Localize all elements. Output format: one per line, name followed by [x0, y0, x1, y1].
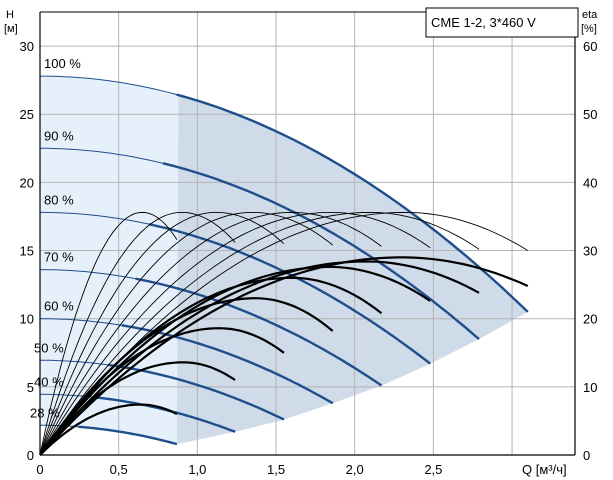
y-left-tick-label: 25 [20, 107, 34, 122]
speed-label: 100 % [44, 56, 81, 71]
eta-curve [39, 297, 334, 456]
x-tick-label: 2,0 [346, 462, 364, 477]
eta-curve [39, 403, 178, 456]
eta-thin-curve [39, 211, 480, 456]
eta-curve [39, 361, 236, 456]
y-left-tick-label: 30 [20, 39, 34, 54]
speed-label: 40 % [34, 374, 64, 389]
head-curve-100 [176, 93, 529, 313]
y-right-tick-label: 10 [583, 380, 597, 395]
y-left-label-line2: [м] [4, 23, 18, 35]
eta-curve [39, 327, 285, 456]
x-tick-label: 0 [36, 462, 43, 477]
y-left-tick-label: 0 [27, 448, 34, 463]
speed-label: 60 % [44, 299, 74, 314]
y-right-tick-label: 40 [583, 175, 597, 190]
y-right-tick-label: 60 [583, 39, 597, 54]
y-left-tick-label: 10 [20, 312, 34, 327]
grid [40, 12, 575, 455]
chart-title: CME 1-2, 3*460 V [431, 15, 536, 30]
head-curve-80 [149, 223, 431, 365]
x-tick-label: 1,0 [188, 462, 206, 477]
speed-label: 50 % [34, 340, 64, 355]
x-tick-label: 2,5 [424, 462, 442, 477]
y-left-tick-label: 5 [27, 380, 34, 395]
curves [39, 75, 529, 456]
eta-thin-curve [39, 211, 285, 456]
eta-curve [39, 260, 480, 456]
eta-thin-curve [39, 211, 178, 456]
y-right-label-line1: eta [582, 9, 598, 21]
eta-thin-curve [39, 211, 431, 456]
speed-label: 80 % [44, 192, 74, 207]
head-curve-50 [108, 363, 285, 421]
y-right-tick-label: 20 [583, 312, 597, 327]
x-tick-label: 0,5 [110, 462, 128, 477]
y-left-tick-label: 15 [20, 244, 34, 259]
y-right-tick-label: 30 [583, 244, 597, 259]
y-left-tick-label: 20 [20, 175, 34, 190]
head-curve-70 [135, 277, 383, 387]
operating-region [40, 76, 528, 445]
head-curve-28 [78, 425, 178, 446]
eta-thin-curve [39, 211, 333, 456]
x-axis-label: Q [м³/ч] [522, 462, 567, 477]
y-right-tick-label: 50 [583, 107, 597, 122]
x-tick-label: 1,5 [267, 462, 285, 477]
y-left-label-line1: H [6, 9, 14, 21]
y-right-label-line2: [%] [581, 23, 597, 35]
speed-label: 28 % [30, 405, 60, 420]
labels: 0 0,5 1,0 1,5 2,0 2,5 0 5 10 15 20 25 30 0 10 20 30 40 50 6… [20, 39, 598, 477]
title-box [425, 7, 579, 38]
head-curve-90 [162, 162, 480, 341]
speed-label: 70 % [44, 250, 74, 265]
eta-thin-curve [39, 211, 236, 456]
speed-label: 90 % [44, 128, 74, 143]
y-right-tick-label: 0 [583, 448, 590, 463]
